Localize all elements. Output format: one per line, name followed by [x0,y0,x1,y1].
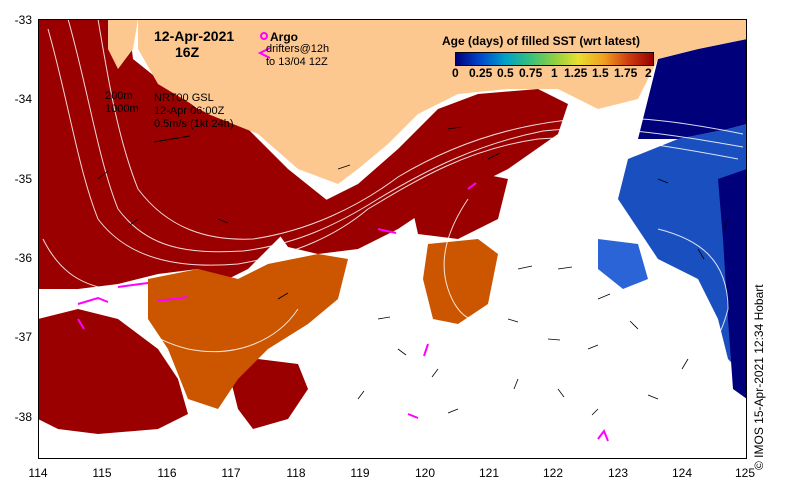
colorbar-tick: 1 [551,66,558,80]
map-time: 16Z [175,44,200,60]
colorbar-tick: 1.25 [564,66,588,80]
sst-mid-east [423,239,498,324]
contour-200m: 200m [105,90,133,102]
y-tick-label: -37 [14,330,32,344]
colorbar-tick: 2 [645,66,652,80]
sst-mid-west [148,254,348,409]
sst-old-coast [268,89,568,254]
y-tick-label: -36 [14,251,32,265]
colorbar-tick: 0.25 [469,66,493,80]
y-tick-label: -38 [14,410,32,424]
x-tick-label: 114 [28,466,48,480]
land-island [108,19,138,69]
current-vectors [97,126,729,416]
y-tick-label: -33 [14,13,32,27]
x-tick-label: 121 [478,466,500,480]
y-tick-label: -34 [14,92,32,106]
colorbar-ticks: 0 0.25 0.5 0.75 1 1.25 1.5 1.75 2 [450,66,660,80]
x-tick-label: 116 [157,466,177,480]
sst-old-south [38,309,188,434]
x-tick-label: 117 [221,466,241,480]
argo-label: Argo [270,30,298,44]
map-date: 12-Apr-2021 [154,28,235,44]
sst-old-south2 [228,359,308,429]
colorbar-tick: 1.75 [614,66,638,80]
y-tick-label: -35 [14,172,32,186]
drifter-tracks [77,182,609,442]
x-tick-label: 119 [350,466,370,480]
credit-text: © IMOS 15-Apr-2021 12:34 Hobart [752,284,766,470]
x-tick-label: 124 [671,466,693,480]
contour-1000m: 1000m [105,103,139,115]
sst-newest-east [638,39,747,139]
colorbar-tick: 1.5 [592,66,609,80]
x-tick-label: 123 [607,466,629,480]
drifters-label: drifters@12h [266,43,330,55]
x-tick-label: 122 [542,466,564,480]
colorbar [455,52,654,66]
current-scale: 0.5m/s (1kt 24h) [154,118,234,130]
argo-marker-icon [260,32,268,40]
x-tick-label: 125 [734,466,756,480]
sst-new-patch [598,239,648,289]
drifters-range: to 13/04 12Z [266,56,328,68]
sst-old-west [38,19,338,289]
map-frame [38,19,747,459]
drifter-legend-icon [257,47,271,59]
x-tick-label: 115 [92,466,112,480]
x-tick-label: 118 [286,466,306,480]
current-datetime: 12-Apr 06:00Z [154,105,225,117]
map-plot [38,19,747,459]
colorbar-tick: 0.75 [519,66,543,80]
current-source: NRT00 GSL [154,92,214,104]
sst-new-east [618,124,747,379]
colorbar-tick: 0.5 [497,66,514,80]
scale-arrow [153,135,191,143]
colorbar-tick: 0 [452,66,459,80]
x-tick-label: 120 [414,466,436,480]
sst-old-mid [408,169,508,239]
bathymetry-contours [42,19,744,370]
colorbar-title: Age (days) of filled SST (wrt latest) [442,34,641,48]
